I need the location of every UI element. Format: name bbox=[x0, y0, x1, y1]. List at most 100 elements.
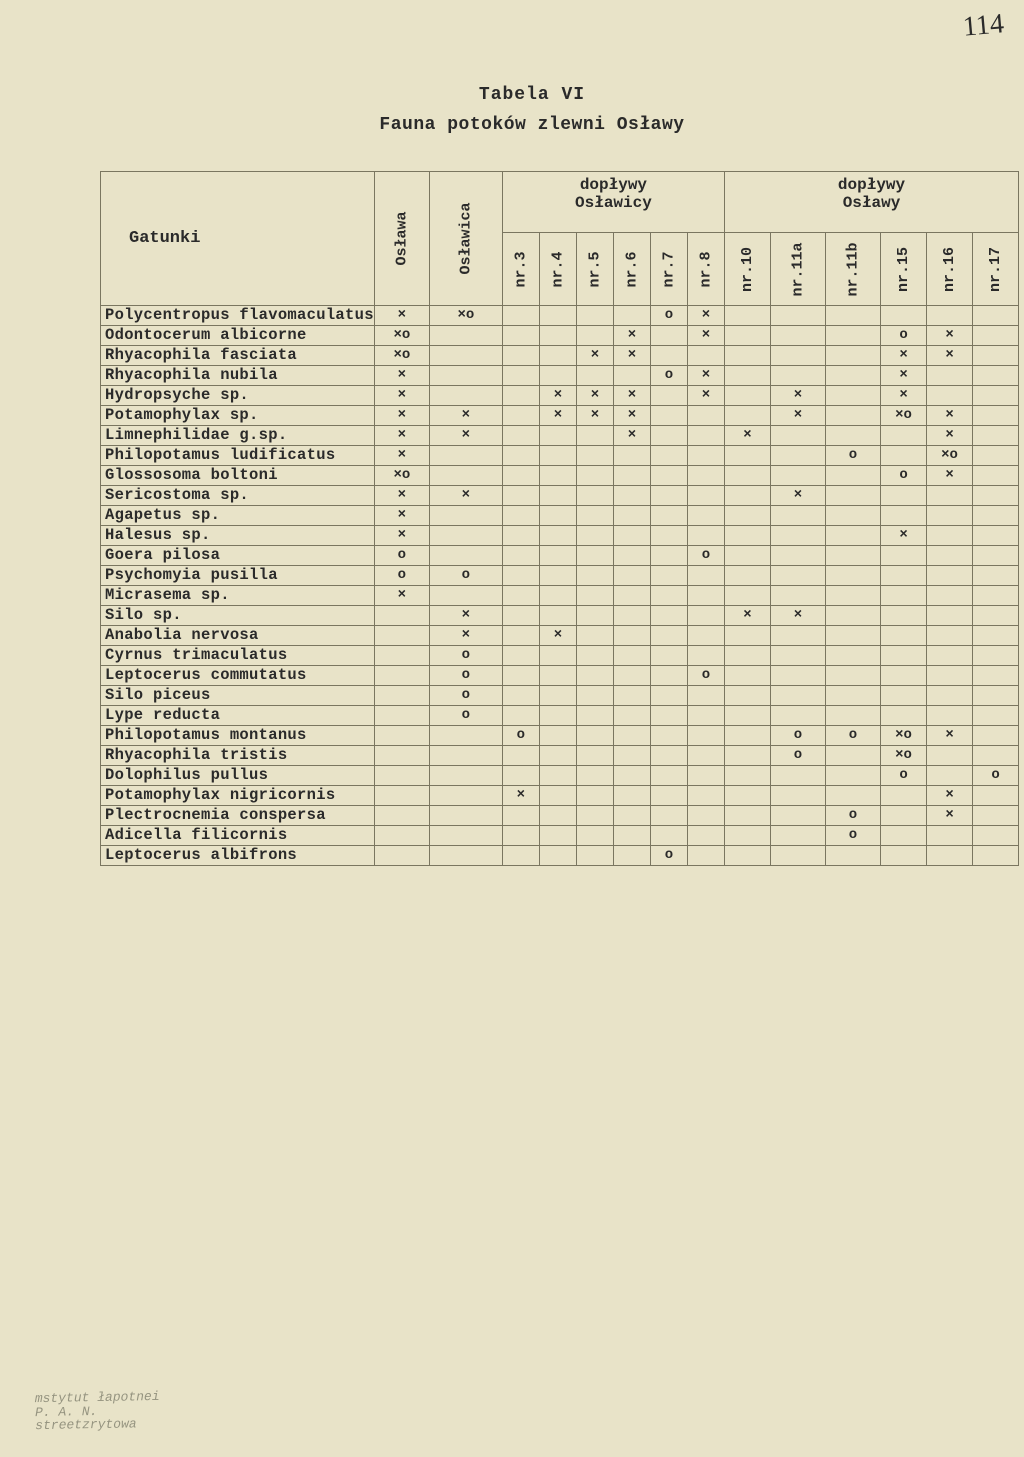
col-header: nr.3 bbox=[502, 233, 539, 306]
data-cell bbox=[687, 506, 724, 526]
data-table: Gatunki Osława Osławica dopływyOsławicy … bbox=[100, 171, 1019, 866]
data-cell: ×o bbox=[374, 346, 429, 366]
data-cell bbox=[687, 466, 724, 486]
data-cell: o bbox=[826, 726, 881, 746]
data-cell bbox=[687, 446, 724, 466]
data-cell bbox=[374, 846, 429, 866]
species-name: Limnephilidae g.sp. bbox=[101, 426, 375, 446]
data-cell: × bbox=[881, 526, 927, 546]
table-row: Psychomyia pusillaoo bbox=[101, 566, 1019, 586]
data-cell bbox=[724, 626, 770, 646]
data-cell bbox=[687, 826, 724, 846]
col-header: nr.11b bbox=[826, 233, 881, 306]
data-cell bbox=[973, 646, 1019, 666]
data-cell: × bbox=[724, 426, 770, 446]
data-cell bbox=[429, 586, 502, 606]
data-cell: o bbox=[429, 646, 502, 666]
data-cell bbox=[826, 506, 881, 526]
data-cell bbox=[927, 766, 973, 786]
table-row: Odontocerum albicorne×o××o× bbox=[101, 326, 1019, 346]
data-cell bbox=[973, 406, 1019, 426]
data-cell bbox=[650, 766, 687, 786]
data-cell bbox=[724, 726, 770, 746]
data-cell bbox=[539, 806, 576, 826]
table-title: Fauna potoków zlewni Osławy bbox=[100, 115, 964, 135]
species-name: Halesus sp. bbox=[101, 526, 375, 546]
data-cell: × bbox=[927, 786, 973, 806]
data-cell bbox=[576, 706, 613, 726]
species-name: Psychomyia pusilla bbox=[101, 566, 375, 586]
data-cell bbox=[881, 426, 927, 446]
data-cell: o bbox=[502, 726, 539, 746]
col-header: nr.6 bbox=[613, 233, 650, 306]
data-cell bbox=[374, 766, 429, 786]
data-cell bbox=[724, 486, 770, 506]
data-cell: o bbox=[826, 446, 881, 466]
data-cell bbox=[973, 486, 1019, 506]
data-cell bbox=[770, 306, 825, 326]
data-cell: × bbox=[539, 386, 576, 406]
data-cell bbox=[502, 606, 539, 626]
data-cell bbox=[724, 566, 770, 586]
data-cell bbox=[539, 686, 576, 706]
data-cell bbox=[724, 306, 770, 326]
species-name: Lype reducta bbox=[101, 706, 375, 726]
data-cell bbox=[770, 706, 825, 726]
data-cell bbox=[576, 846, 613, 866]
table-row: Limnephilidae g.sp.××××× bbox=[101, 426, 1019, 446]
data-cell bbox=[429, 346, 502, 366]
data-cell bbox=[927, 626, 973, 646]
table-row: Rhyacophila nubila×o×× bbox=[101, 366, 1019, 386]
data-cell bbox=[724, 366, 770, 386]
data-cell bbox=[650, 666, 687, 686]
data-cell bbox=[927, 746, 973, 766]
data-cell bbox=[374, 666, 429, 686]
data-cell bbox=[374, 626, 429, 646]
data-cell bbox=[770, 586, 825, 606]
data-cell: o bbox=[650, 366, 687, 386]
species-name: Rhyacophila nubila bbox=[101, 366, 375, 386]
data-cell bbox=[650, 486, 687, 506]
species-name: Odontocerum albicorne bbox=[101, 326, 375, 346]
data-cell bbox=[973, 386, 1019, 406]
data-cell bbox=[539, 526, 576, 546]
data-cell bbox=[927, 366, 973, 386]
species-name: Plectrocnemia conspersa bbox=[101, 806, 375, 826]
data-cell bbox=[973, 586, 1019, 606]
data-cell: o bbox=[650, 306, 687, 326]
data-cell: × bbox=[770, 406, 825, 426]
table-row: Potamophylax nigricornis×× bbox=[101, 786, 1019, 806]
data-cell bbox=[429, 746, 502, 766]
data-cell: × bbox=[927, 466, 973, 486]
species-name: Rhyacophila tristis bbox=[101, 746, 375, 766]
data-cell bbox=[539, 666, 576, 686]
table-row: Anabolia nervosa×× bbox=[101, 626, 1019, 646]
data-cell bbox=[687, 626, 724, 646]
data-cell bbox=[687, 406, 724, 426]
data-cell bbox=[613, 826, 650, 846]
data-cell bbox=[770, 426, 825, 446]
data-cell: o bbox=[429, 686, 502, 706]
data-cell: ×o bbox=[374, 466, 429, 486]
data-cell bbox=[650, 446, 687, 466]
data-cell bbox=[973, 446, 1019, 466]
data-cell bbox=[539, 446, 576, 466]
data-cell bbox=[973, 706, 1019, 726]
data-cell bbox=[687, 726, 724, 746]
data-cell bbox=[881, 706, 927, 726]
data-cell bbox=[881, 446, 927, 466]
data-cell: × bbox=[613, 386, 650, 406]
data-cell bbox=[973, 546, 1019, 566]
data-cell bbox=[927, 686, 973, 706]
species-name: Glossosoma boltoni bbox=[101, 466, 375, 486]
data-cell bbox=[973, 806, 1019, 826]
data-cell bbox=[650, 646, 687, 666]
data-cell bbox=[502, 326, 539, 346]
data-cell bbox=[576, 526, 613, 546]
table-body: Polycentropus flavomaculatus××oo×Odontoc… bbox=[101, 306, 1019, 866]
data-cell bbox=[576, 806, 613, 826]
data-cell: × bbox=[927, 406, 973, 426]
data-cell bbox=[429, 466, 502, 486]
data-cell bbox=[826, 626, 881, 646]
data-cell bbox=[881, 546, 927, 566]
